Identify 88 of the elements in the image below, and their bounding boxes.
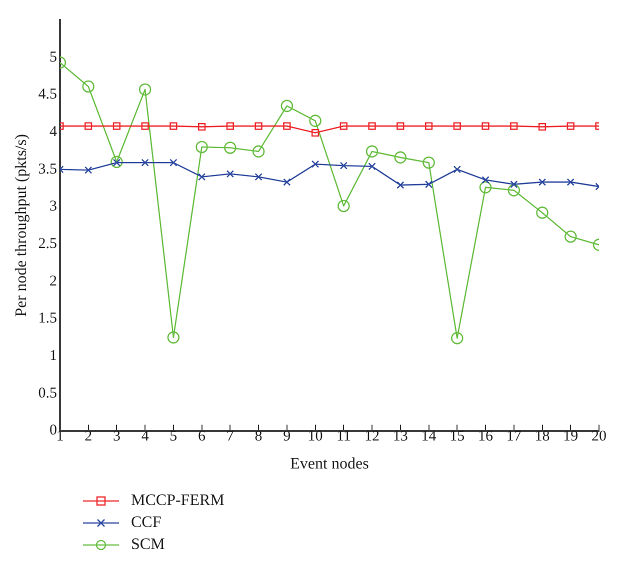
legend-label: MCCP-FERM xyxy=(131,492,224,510)
point xyxy=(84,166,92,174)
point xyxy=(340,122,348,130)
point xyxy=(424,180,433,188)
point xyxy=(396,181,404,189)
x-tick-label: 18 xyxy=(534,428,550,445)
point xyxy=(170,122,178,130)
x-tick-label: 14 xyxy=(421,428,437,445)
point xyxy=(368,122,376,130)
point xyxy=(224,142,236,154)
point xyxy=(254,122,262,130)
x-tick-label: 10 xyxy=(308,428,323,445)
point xyxy=(283,178,291,186)
x-tick-label: 2 xyxy=(84,428,92,445)
y-tick-label: 0.5 xyxy=(38,385,57,402)
point xyxy=(280,100,294,112)
y-tick-label: 4 xyxy=(49,124,58,140)
point xyxy=(254,173,262,181)
point xyxy=(311,128,320,137)
point xyxy=(566,178,574,186)
point xyxy=(340,162,348,170)
point xyxy=(112,122,121,130)
x-tick-label: 11 xyxy=(336,428,351,445)
y-tick-label: 1 xyxy=(49,348,57,364)
point xyxy=(538,122,546,131)
point xyxy=(536,206,548,219)
point xyxy=(450,332,464,344)
point xyxy=(394,151,407,164)
point xyxy=(479,181,492,194)
x-axis-title: Event nodes xyxy=(290,456,369,473)
x-tick-label: 12 xyxy=(364,428,380,445)
x-tick-label: 6 xyxy=(198,428,206,445)
x-tick-label: 5 xyxy=(170,428,178,445)
point xyxy=(510,180,518,188)
point xyxy=(141,158,149,166)
point xyxy=(482,122,490,130)
point xyxy=(84,122,92,130)
y-tick-label: 3 xyxy=(49,198,57,215)
x-tick-label: 8 xyxy=(254,428,262,445)
y-tick-label: 5 xyxy=(49,49,57,66)
x-tick-label: 9 xyxy=(283,428,291,445)
point xyxy=(538,178,546,186)
point xyxy=(508,184,520,196)
x-tick-label: 13 xyxy=(392,428,408,445)
x-tick-label: 4 xyxy=(141,428,150,445)
y-tick-label: 2.5 xyxy=(38,236,57,252)
point xyxy=(453,122,461,130)
point xyxy=(311,160,320,168)
x-tick-label: 15 xyxy=(450,428,465,445)
point xyxy=(198,173,206,181)
point xyxy=(566,122,574,130)
point xyxy=(82,80,94,93)
point xyxy=(396,122,404,130)
point xyxy=(510,122,518,130)
point xyxy=(366,145,378,158)
y-tick-label: 0 xyxy=(49,422,57,439)
point xyxy=(138,83,152,96)
y-tick-label: 4.5 xyxy=(38,86,57,103)
x-tick-label: 16 xyxy=(478,428,494,445)
x-tick-label: 19 xyxy=(563,428,578,445)
point xyxy=(424,122,433,130)
point xyxy=(110,156,123,168)
point xyxy=(368,162,376,170)
point xyxy=(198,122,206,131)
x-tick-label: 20 xyxy=(592,428,606,445)
point xyxy=(252,145,265,158)
point xyxy=(170,158,178,166)
legend-label: CCF xyxy=(131,514,162,532)
point xyxy=(482,176,490,184)
x-tick-label: 3 xyxy=(112,428,120,445)
point xyxy=(226,122,234,130)
y-axis-title: Per node throughput (pkts/s) xyxy=(12,134,30,317)
x-tick-label: 7 xyxy=(226,428,234,445)
point xyxy=(564,230,577,243)
point xyxy=(141,122,149,130)
point xyxy=(283,122,291,130)
y-tick-label: 2 xyxy=(49,273,57,290)
point xyxy=(309,114,322,127)
point xyxy=(453,166,461,174)
legend-label: SCM xyxy=(131,536,165,554)
point xyxy=(196,140,208,154)
y-tick-label: 3.5 xyxy=(38,161,57,178)
point xyxy=(226,170,234,178)
point xyxy=(338,200,350,212)
x-tick-label: 17 xyxy=(506,428,522,445)
point xyxy=(422,156,435,169)
point xyxy=(167,331,180,344)
y-tick-label: 1.5 xyxy=(38,310,57,327)
